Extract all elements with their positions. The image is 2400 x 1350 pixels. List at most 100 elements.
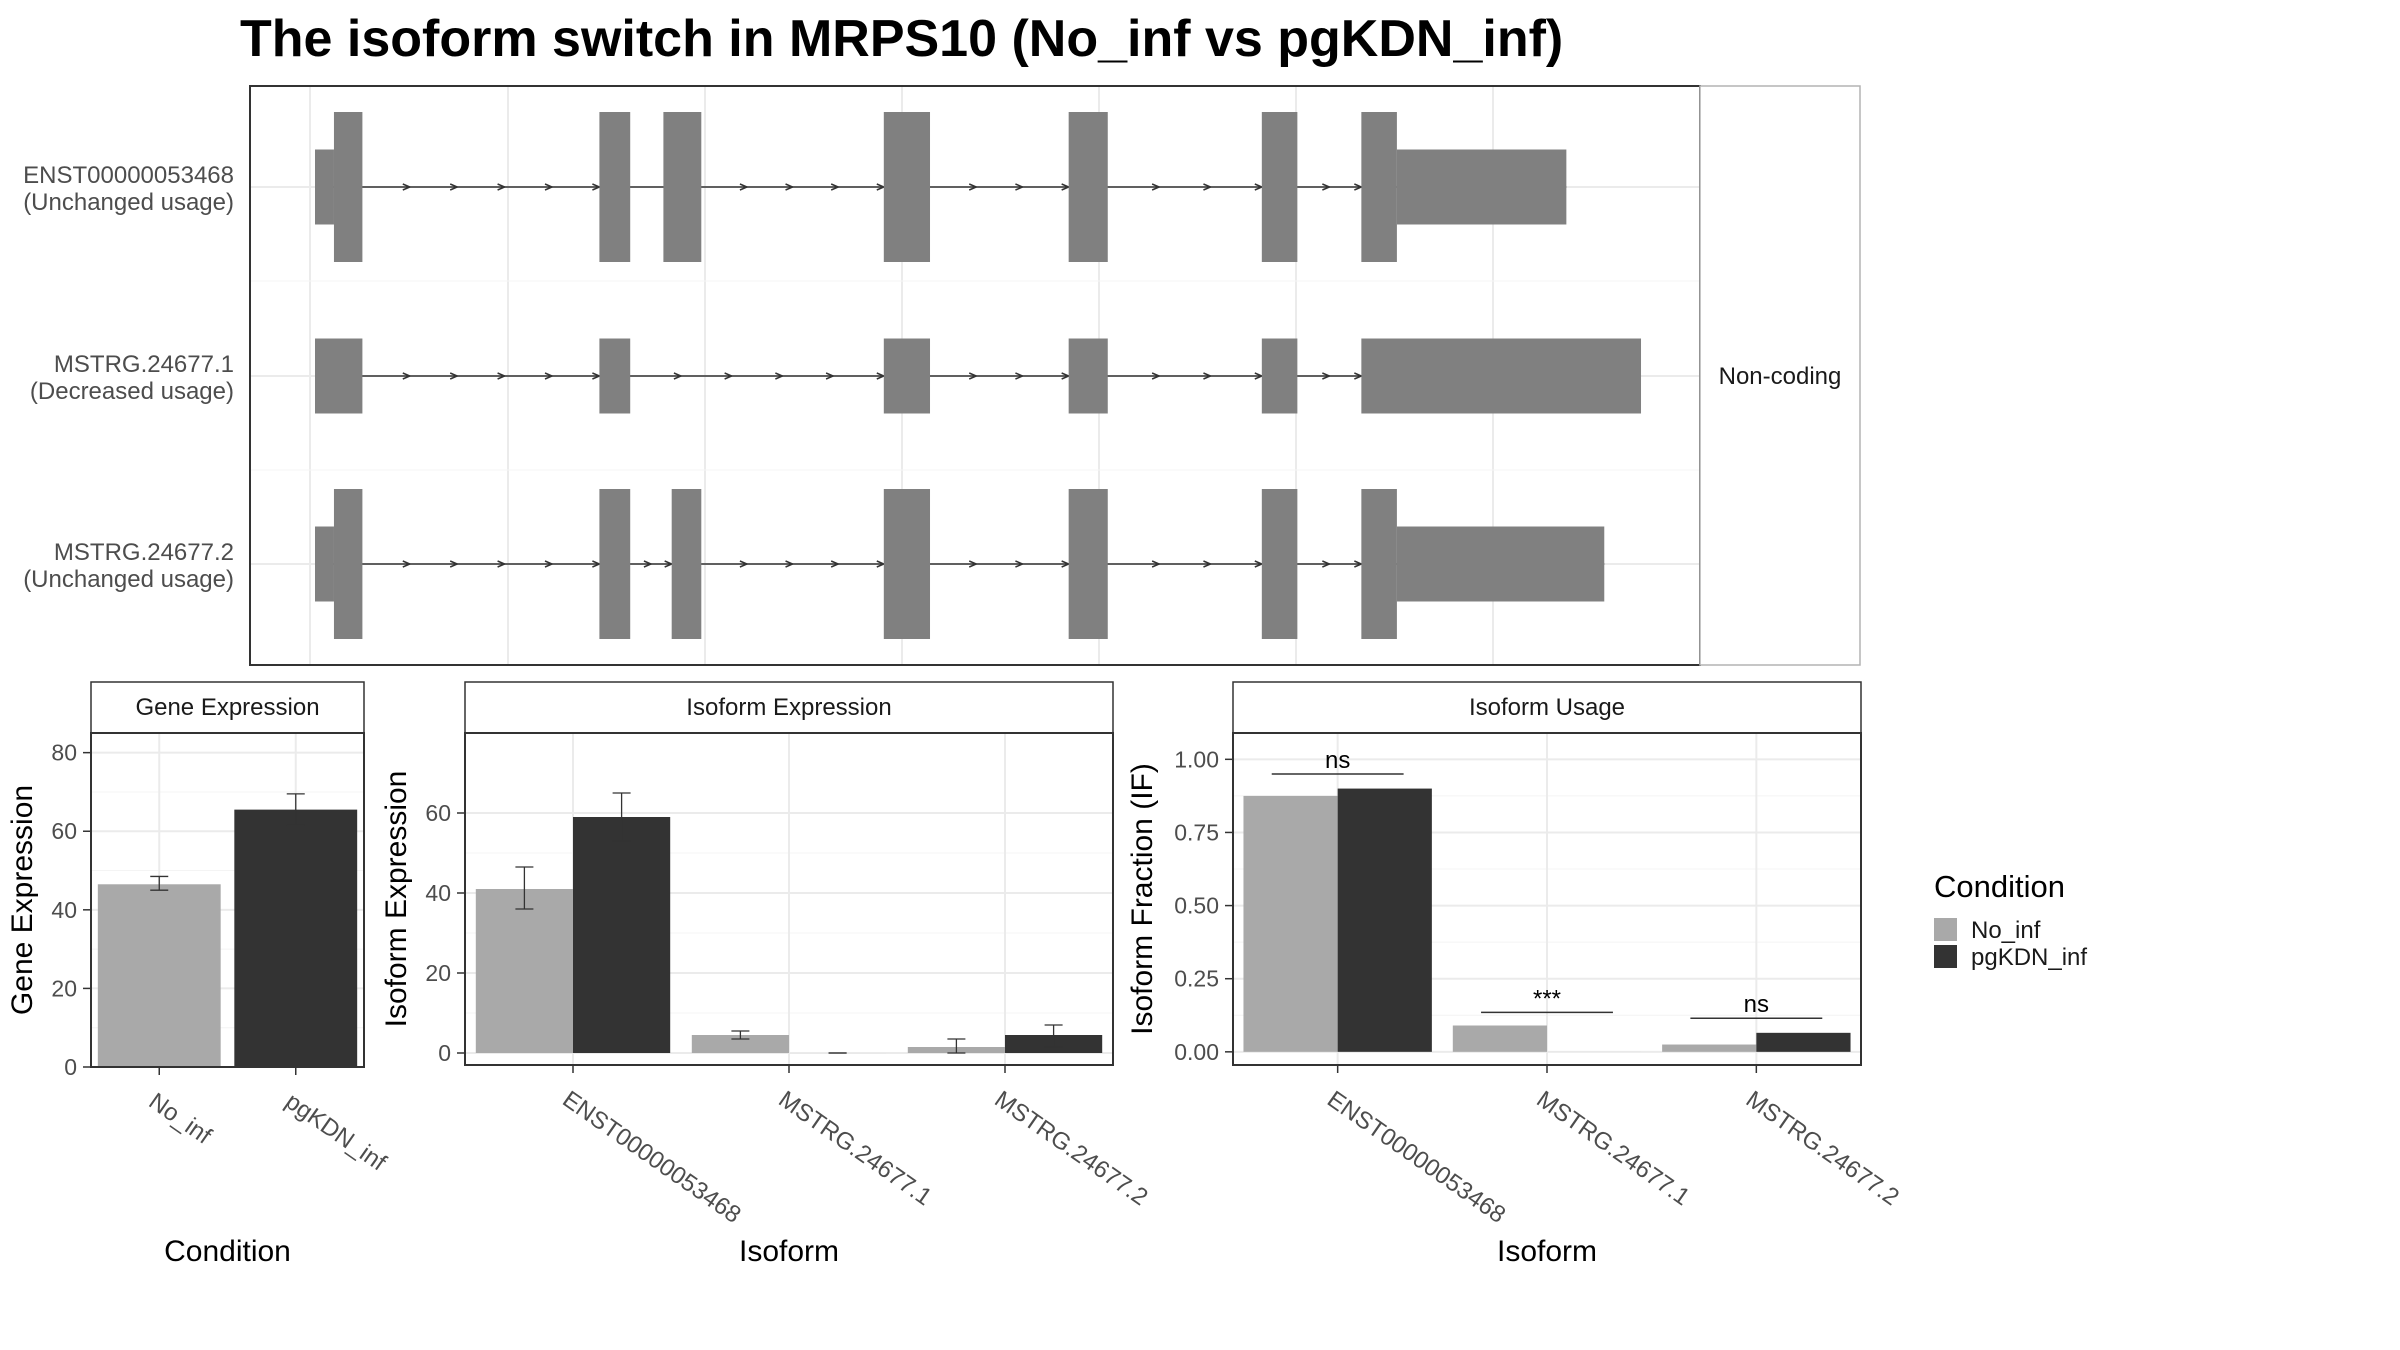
intron-arrow <box>1151 560 1162 568</box>
intron-arrow <box>544 183 554 191</box>
bar <box>97 884 221 1067</box>
intron-arrow <box>449 560 460 568</box>
y-tick-label: 1.00 <box>1174 746 1219 772</box>
panel-border <box>1232 732 1862 1066</box>
intron-arrow <box>1322 560 1332 568</box>
significance-label: *** <box>1533 985 1561 1012</box>
exon <box>599 112 631 262</box>
isoform-row-usage: (Unchanged usage) <box>23 189 234 216</box>
intron-arrow <box>402 372 412 380</box>
isoform-row-usage: (Decreased usage) <box>30 378 234 405</box>
isoform-row-usage: (Unchanged usage) <box>23 566 234 593</box>
y-axis-label: Gene Expression <box>6 785 39 1015</box>
bar <box>475 889 573 1053</box>
gene-expression-panel: Gene Expression 0 20 40 60 80 No_inf pgKDN_inf C… <box>6 681 391 1268</box>
intron-arrow <box>1015 372 1025 380</box>
x-axis-label: Isoform <box>739 1235 839 1268</box>
isoform-row-label: MSTRG.24677.1 <box>54 351 234 378</box>
panel-strip-title: Gene Expression <box>135 694 319 721</box>
intron-arrow <box>739 560 749 568</box>
x-tick-label: MSTRG.24677.2 <box>990 1086 1153 1211</box>
y-tick-label: 40 <box>51 897 77 923</box>
x-tick-label: MSTRG.24677.1 <box>774 1086 937 1211</box>
intron-arrow <box>497 372 507 380</box>
y-tick-label: 0.50 <box>1174 893 1219 919</box>
bar <box>1756 1032 1851 1052</box>
y-tick-label: 20 <box>425 960 451 986</box>
intron-arrow <box>449 372 460 380</box>
x-tick-label: MSTRG.24677.2 <box>1741 1086 1904 1211</box>
isoform-row-label: MSTRG.24677.2 <box>54 539 234 566</box>
intron-arrow <box>1322 183 1332 191</box>
intron-arrow <box>643 560 653 568</box>
intron-arrow <box>1203 372 1213 380</box>
exon <box>1361 338 1642 414</box>
bar <box>1243 795 1338 1052</box>
exon <box>883 112 931 262</box>
intron-arrow <box>673 372 683 380</box>
significance-label: ns <box>1325 747 1350 774</box>
panel-strip <box>464 681 1114 734</box>
intron-arrow <box>1354 560 1364 568</box>
facet-strip <box>1699 85 1861 666</box>
exon <box>1261 338 1298 414</box>
intron-arrow <box>785 183 795 191</box>
panel-strip <box>1232 681 1862 734</box>
y-tick-label: 0 <box>64 1054 77 1080</box>
exon <box>1068 338 1108 414</box>
exon <box>1068 489 1108 639</box>
legend-item-label: No_inf <box>1971 917 2041 944</box>
intron-arrow <box>402 183 412 191</box>
intron-arrow <box>724 372 734 380</box>
x-axis-label: Isoform <box>1497 1235 1597 1268</box>
exon <box>599 338 631 414</box>
bar <box>234 809 358 1067</box>
intron-arrow <box>544 372 554 380</box>
bar <box>1452 1025 1547 1052</box>
intron-arrow <box>449 183 460 191</box>
intron-arrow <box>1354 372 1364 380</box>
legend-item-label: pgKDN_inf <box>1971 944 2087 971</box>
x-tick-label: pgKDN_inf <box>280 1088 391 1177</box>
exon <box>1361 112 1397 262</box>
intron-arrow <box>785 560 795 568</box>
isoform-expression-panel: Isoform Expression 0 20 40 60 ENST00000053468… <box>380 681 1153 1268</box>
y-tick-label: 80 <box>51 740 77 766</box>
isoform-usage-panel: Isoform Usage 0.00 0.25 0.50 0.75 1.00 ENST000… <box>1126 681 1904 1268</box>
intron-arrow <box>1354 183 1364 191</box>
intron-arrow <box>1015 560 1025 568</box>
exon <box>333 489 363 639</box>
exon <box>1361 489 1397 639</box>
panel-strip-title: Isoform Expression <box>686 694 891 721</box>
y-tick-label: 0 <box>438 1040 451 1066</box>
significance-label: ns <box>1744 991 1769 1018</box>
exon <box>315 338 363 414</box>
intron-arrow <box>830 560 841 568</box>
exon <box>1261 489 1298 639</box>
x-tick-label: No_inf <box>144 1088 217 1150</box>
intron-arrow <box>775 372 785 380</box>
exon <box>883 338 931 414</box>
intron-arrow <box>825 372 835 380</box>
intron-arrow <box>968 183 979 191</box>
intron-arrow <box>1254 372 1264 380</box>
bar <box>573 817 671 1053</box>
exon <box>599 489 631 639</box>
exon <box>663 112 702 262</box>
intron-arrow <box>497 183 507 191</box>
exon <box>883 489 931 639</box>
intron-arrow <box>830 183 841 191</box>
exon <box>333 112 363 262</box>
bar <box>1337 788 1432 1052</box>
legend-swatch <box>1934 945 1957 968</box>
intron-arrow <box>1203 183 1213 191</box>
intron-arrow <box>968 372 979 380</box>
intron-arrow <box>968 560 979 568</box>
facet-strip-label: Non-coding <box>1719 363 1842 390</box>
exon <box>315 526 334 602</box>
intron-arrow <box>544 560 554 568</box>
y-tick-label: 0.00 <box>1174 1039 1219 1065</box>
intron-arrow <box>1151 372 1162 380</box>
